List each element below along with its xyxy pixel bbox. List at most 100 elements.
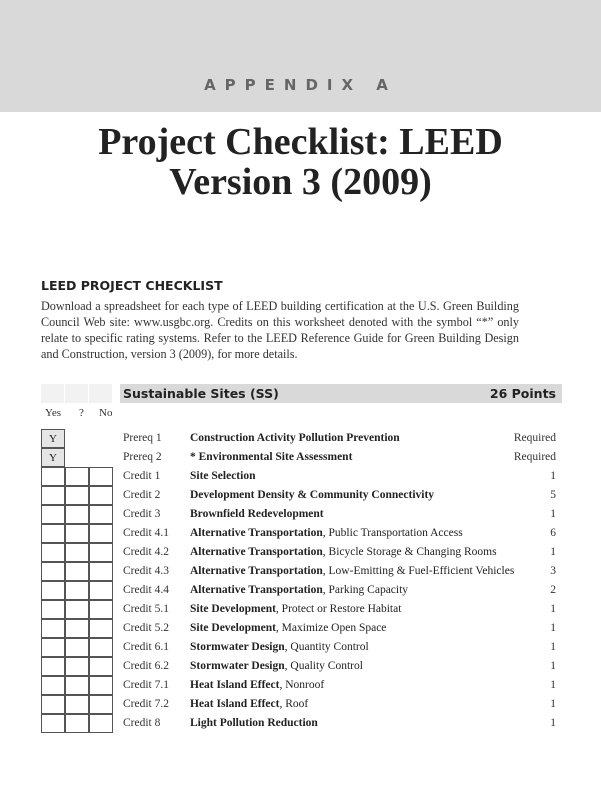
maybe-checkbox[interactable] [65, 619, 89, 638]
yes-checkbox[interactable] [41, 467, 65, 486]
row-label: Credit 4.3 [123, 565, 169, 577]
yes-checkbox[interactable] [41, 676, 65, 695]
row-points: 1 [550, 622, 556, 634]
yes-checkbox[interactable] [41, 638, 65, 657]
row-title-detail: , Quantity Control [284, 641, 369, 653]
row-label: Prereq 2 [123, 451, 162, 463]
yes-checkbox[interactable] [41, 695, 65, 714]
yes-checkbox[interactable] [41, 486, 65, 505]
no-checkbox[interactable] [89, 714, 113, 733]
maybe-checkbox[interactable] [65, 714, 89, 733]
maybe-checkbox[interactable] [65, 505, 89, 524]
row-title-detail: , Maximize Open Space [275, 622, 387, 634]
row-points: 6 [550, 527, 556, 539]
yes-checkbox[interactable]: Y [41, 448, 65, 467]
yes-checkbox[interactable] [41, 600, 65, 619]
header-band [0, 0, 601, 112]
maybe-checkbox[interactable] [65, 524, 89, 543]
row-label: Credit 4.2 [123, 546, 169, 558]
row-title: * Environmental Site Assessment [190, 448, 352, 467]
column-no: No [99, 407, 113, 419]
column-maybe: ? [79, 407, 84, 419]
no-checkbox[interactable] [89, 505, 113, 524]
maybe-checkbox[interactable] [65, 676, 89, 695]
row-title-detail: , Parking Capacity [322, 584, 409, 596]
row-title-main: Alternative Transportation [190, 546, 323, 558]
maybe-checkbox[interactable] [65, 638, 89, 657]
no-checkbox[interactable] [89, 676, 113, 695]
row-label: Credit 8 [123, 717, 161, 729]
row-points: 5 [550, 489, 556, 501]
row-title-detail: , Low-Emitting & Fuel-Efficient Vehicles [322, 565, 515, 577]
maybe-checkbox[interactable] [65, 657, 89, 676]
yes-checkbox[interactable] [41, 619, 65, 638]
no-checkbox[interactable] [89, 543, 113, 562]
row-title: Alternative Transportation, Low-Emitting… [190, 562, 514, 581]
yes-checkbox[interactable] [41, 581, 65, 600]
yes-checkbox[interactable] [41, 505, 65, 524]
checklist-row: Credit 2 Development Density & Community … [0, 486, 601, 505]
row-title-main: Site Development [190, 603, 276, 615]
row-title: Stormwater Design, Quantity Control [190, 638, 369, 657]
maybe-checkbox[interactable] [65, 562, 89, 581]
row-label: Credit 7.2 [123, 698, 169, 710]
row-title: Site Development, Maximize Open Space [190, 619, 386, 638]
row-label: Credit 3 [123, 508, 161, 520]
no-checkbox[interactable] [89, 581, 113, 600]
checklist-row: Credit 3 Brownfield Redevelopment 1 [0, 505, 601, 524]
yes-checkbox[interactable] [41, 524, 65, 543]
yes-checkbox[interactable] [41, 657, 65, 676]
no-checkbox[interactable] [89, 600, 113, 619]
column-yes: Yes [45, 407, 62, 419]
maybe-checkbox[interactable] [65, 695, 89, 714]
row-title-main: Development Density & Community Connecti… [190, 489, 435, 501]
row-points: 1 [550, 546, 556, 558]
checklist-row: Credit 4.1 Alternative Transportation, Pu… [0, 524, 601, 543]
row-points: Required [513, 432, 556, 444]
maybe-checkbox[interactable] [65, 581, 89, 600]
row-title: Brownfield Redevelopment [190, 505, 324, 524]
row-points: Required [513, 451, 556, 463]
row-label: Credit 5.1 [123, 603, 169, 615]
no-checkbox[interactable] [89, 524, 113, 543]
row-title-main: Site Selection [190, 470, 256, 482]
row-points: 1 [550, 717, 556, 729]
category-points: 26 Points [489, 386, 556, 401]
row-title-detail: , Quality Control [284, 660, 363, 672]
maybe-checkbox[interactable] [65, 467, 89, 486]
page-title: Project Checklist: LEED Version 3 (2009) [0, 122, 601, 202]
yes-checkbox[interactable] [41, 562, 65, 581]
no-checkbox[interactable] [89, 695, 113, 714]
row-label: Credit 5.2 [123, 622, 169, 634]
maybe-checkbox[interactable] [65, 543, 89, 562]
no-checkbox[interactable] [89, 619, 113, 638]
title-line-2: Version 3 (2009) [169, 161, 432, 203]
yes-checkbox[interactable]: Y [41, 429, 65, 448]
row-title-detail: , Public Transportation Access [322, 527, 463, 539]
checklist-row: Credit 6.1 Stormwater Design, Quantity Co… [0, 638, 601, 657]
row-points: 1 [550, 470, 556, 482]
yes-checkbox[interactable] [41, 714, 65, 733]
row-title-main: Alternative Transportation [190, 584, 323, 596]
no-checkbox[interactable] [89, 486, 113, 505]
row-title-detail: , Protect or Restore Habitat [275, 603, 402, 615]
maybe-checkbox[interactable] [65, 486, 89, 505]
no-checkbox[interactable] [89, 657, 113, 676]
row-title-main: Alternative Transportation [190, 527, 323, 539]
checklist-row: Credit 4.2 Alternative Transportation, Bi… [0, 543, 601, 562]
maybe-checkbox[interactable] [65, 600, 89, 619]
row-title-main: Heat Island Effect [190, 698, 280, 710]
no-checkbox[interactable] [89, 467, 113, 486]
category-bar: Sustainable Sites (SS) 26 Points [120, 384, 562, 403]
row-title: Alternative Transportation, Parking Capa… [190, 581, 408, 600]
row-label: Credit 1 [123, 470, 161, 482]
row-points: 2 [550, 584, 556, 596]
row-title: Site Development, Protect or Restore Hab… [190, 600, 401, 619]
row-title-main: Brownfield Redevelopment [190, 508, 324, 520]
yes-checkbox[interactable] [41, 543, 65, 562]
no-checkbox[interactable] [89, 562, 113, 581]
row-title: Construction Activity Pollution Preventi… [190, 429, 400, 448]
no-checkbox[interactable] [89, 638, 113, 657]
appendix-label: APPENDIX A [204, 76, 397, 94]
checklist-row: Credit 4.4 Alternative Transportation, Pa… [0, 581, 601, 600]
